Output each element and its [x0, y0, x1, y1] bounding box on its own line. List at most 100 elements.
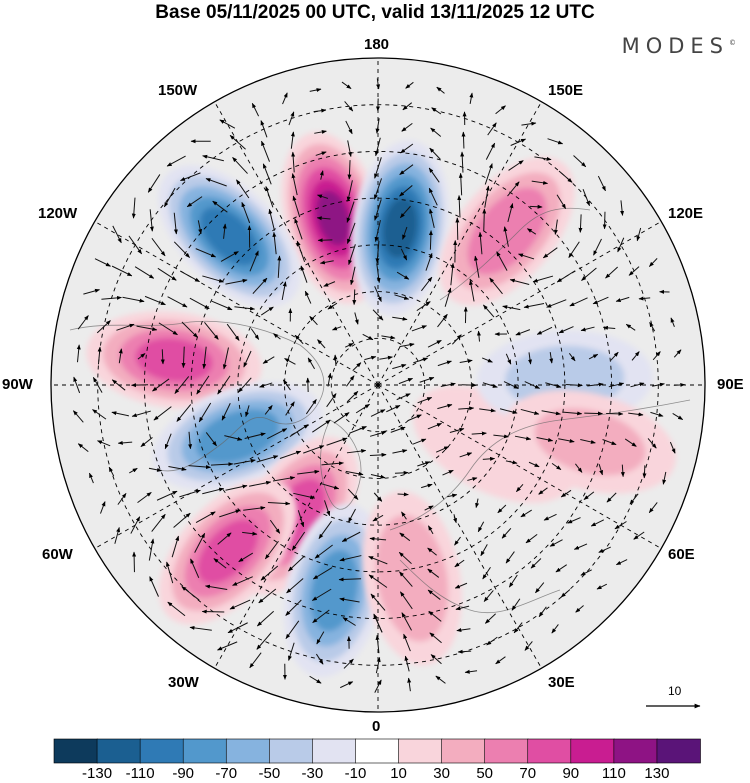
colorbar-cell-11 — [527, 738, 572, 764]
wind-vector-385 — [205, 178, 227, 187]
wind-vector-60 — [327, 302, 338, 310]
wind-vector-165 — [341, 531, 361, 542]
wind-vector-249 — [338, 577, 362, 582]
wind-vector-448 — [111, 265, 133, 277]
wind-vector-132 — [399, 532, 411, 542]
wind-vector-15 — [419, 377, 435, 383]
wind-vector-24 — [333, 412, 350, 424]
wind-vector-253 — [454, 582, 468, 589]
wind-vector-501 — [251, 102, 260, 117]
wind-vector-446 — [149, 209, 154, 232]
lon-label-120e: 120E — [668, 205, 704, 222]
wind-vector-452 — [92, 377, 103, 393]
wind-vector-119 — [281, 281, 287, 301]
wind-vector-141 — [515, 329, 531, 336]
wind-vector-210 — [480, 544, 488, 557]
wind-vector-137 — [514, 435, 532, 441]
wind-vector-293 — [238, 552, 254, 563]
wind-vector-439 — [313, 108, 327, 113]
wind-vector-468 — [407, 677, 412, 692]
wind-vector-51 — [458, 406, 475, 411]
wind-vector-228 — [374, 178, 382, 200]
wind-vector-315 — [581, 267, 597, 281]
wind-vector-402 — [229, 599, 251, 610]
wind-vector-10 — [355, 403, 370, 414]
meridian-150 — [377, 101, 542, 386]
wind-vector-94 — [279, 450, 302, 459]
wind-vector-370 — [593, 238, 602, 256]
wind-vector-85 — [350, 266, 356, 286]
wind-vector-238 — [181, 346, 186, 369]
wind-vector-93 — [266, 428, 288, 440]
wind-vector-104 — [482, 456, 496, 461]
wind-vector-399 — [171, 535, 180, 558]
anomaly-pos-10e-level-1 — [375, 514, 449, 642]
colorbar-label-0: -130 — [82, 765, 113, 782]
wind-vector-374 — [508, 160, 524, 171]
wind-vector-472 — [524, 641, 533, 651]
wind-vector-362 — [620, 464, 625, 478]
wind-vector-117 — [319, 260, 334, 265]
wind-vector-401 — [205, 584, 228, 590]
wind-vector-239 — [174, 376, 190, 394]
wind-vector-451 — [97, 346, 102, 365]
wind-vector-287 — [153, 406, 172, 421]
wind-vector-6 — [364, 355, 377, 361]
wind-vector-255 — [505, 551, 515, 564]
wind-vector-209 — [454, 559, 465, 568]
wind-vector-456 — [117, 492, 127, 505]
wind-vector-159 — [224, 435, 243, 441]
wind-vector-150 — [317, 238, 333, 243]
colorbar-cell-2 — [139, 738, 184, 764]
colorbar-cells — [53, 738, 701, 764]
wind-vector-81 — [444, 287, 452, 307]
wind-vector-143 — [489, 277, 503, 295]
lon-label-180: 180 — [364, 36, 390, 53]
coastline-greenland — [320, 419, 362, 510]
wind-vector-200 — [225, 484, 248, 491]
wind-vector-195 — [202, 346, 207, 370]
wind-vector-443 — [202, 154, 224, 162]
wind-vector-188 — [316, 216, 331, 221]
wind-vector-170 — [477, 521, 485, 533]
wind-vector-381 — [314, 129, 327, 134]
wind-vector-294 — [260, 565, 279, 581]
meridian-30 — [377, 384, 542, 669]
wind-vector-523 — [249, 652, 262, 669]
wind-vector-45 — [346, 449, 367, 454]
latitude-circle-80 — [330, 337, 426, 433]
colorbar-cell-1 — [96, 738, 141, 764]
wind-vector-474 — [575, 605, 584, 613]
wind-vector-126 — [256, 455, 279, 463]
wind-vector-71 — [397, 492, 409, 497]
wind-vector-299 — [401, 612, 412, 631]
wind-vector-116 — [348, 244, 356, 266]
lon-label-60w: 60W — [42, 546, 73, 563]
wind-vector-357 — [535, 582, 545, 594]
wind-vector-356 — [511, 598, 521, 611]
wind-vector-55 — [437, 313, 448, 328]
wind-vector-450 — [96, 320, 111, 334]
wind-vector-59 — [352, 289, 357, 306]
wind-vector-177 — [549, 352, 554, 364]
wind-vector-178 — [536, 326, 553, 335]
anomaly-pos-150w-level-5 — [316, 190, 351, 246]
wind-vector-286 — [152, 378, 170, 392]
wind-vector-393 — [111, 379, 126, 391]
wind-vector-320 — [484, 163, 493, 185]
wind-vector-388 — [151, 237, 166, 257]
wind-vector-459 — [165, 561, 174, 584]
wind-vector-481 — [672, 412, 684, 421]
wind-vector-218 — [568, 352, 576, 362]
wind-vector-511 — [76, 344, 81, 363]
wind-vector-111 — [469, 279, 475, 302]
wind-vector-157 — [217, 375, 231, 395]
wind-vector-190 — [272, 231, 277, 255]
wind-vector-147 — [402, 226, 408, 240]
wind-vector-262 — [587, 382, 604, 387]
colorbar-cell-3 — [182, 738, 228, 764]
wind-vector-123 — [238, 377, 252, 393]
wind-vector-416 — [598, 546, 611, 553]
wind-vector-260 — [580, 439, 596, 444]
wind-vector-355 — [484, 613, 496, 624]
